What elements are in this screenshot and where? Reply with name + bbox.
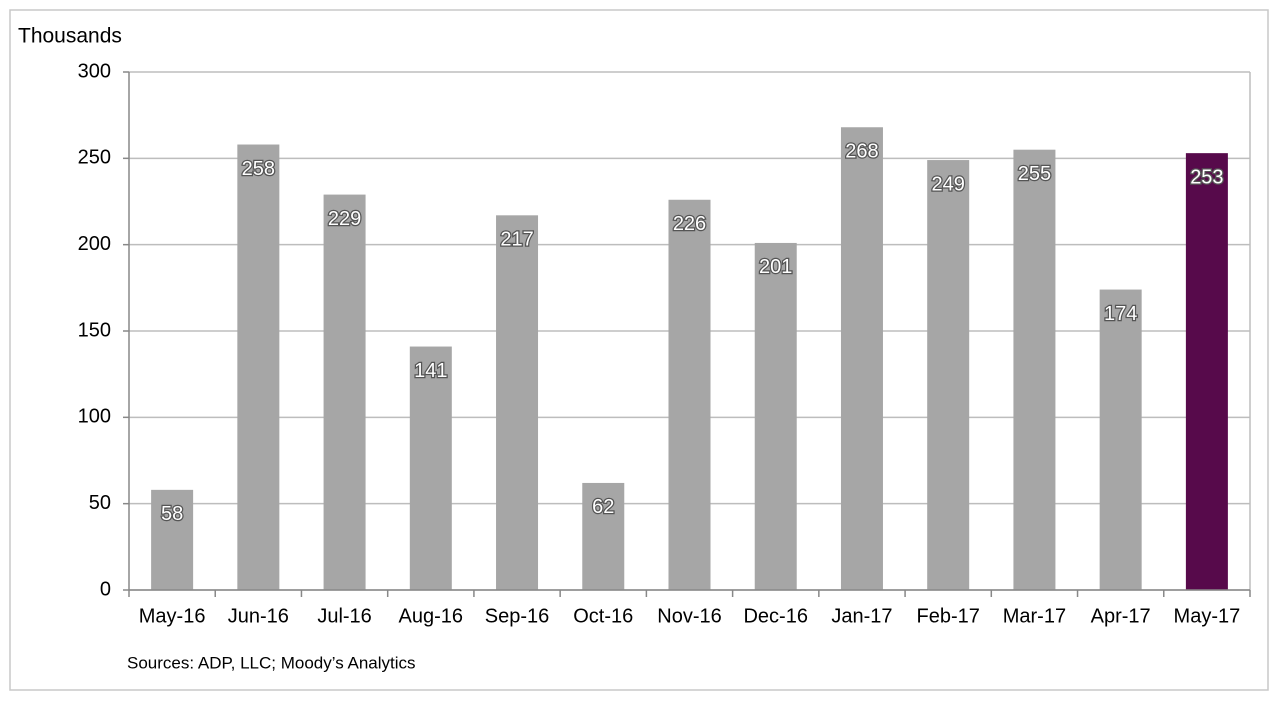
bar [840,127,883,591]
x-tick-label: Sep-16 [485,605,550,627]
x-tick-label: Apr-17 [1091,605,1151,627]
y-tick-label: 200 [78,233,111,255]
bar [237,144,280,590]
y-axis-label: Thousands [18,25,122,48]
x-tick-label: Jul-16 [317,605,371,627]
value-label: 141 [414,360,447,382]
x-tick-label: Dec-16 [743,605,807,627]
bar [1185,153,1228,591]
bar [582,482,625,590]
value-label: 229 [328,208,361,230]
value-label: 174 [1104,303,1137,325]
x-tick-label: Jun-16 [228,605,289,627]
bar [151,489,194,590]
value-label: 58 [161,503,183,525]
x-tick-label: Oct-16 [573,605,633,627]
bar [1013,149,1056,590]
chart-frame [9,9,1269,691]
y-tick-label: 300 [78,60,111,82]
bar [668,199,711,591]
x-tick-label: Jan-17 [831,605,892,627]
y-tick-label: 150 [78,319,111,341]
bar [496,215,539,590]
value-label: 217 [500,229,533,251]
value-label: 62 [592,496,614,518]
value-label: 253 [1190,166,1223,188]
x-tick-label: May-16 [139,605,206,627]
value-label: 258 [242,158,275,180]
value-label: 226 [673,213,706,235]
y-tick-label: 50 [89,492,111,514]
bar [754,242,797,590]
y-tick-label: 250 [78,147,111,169]
x-tick-label: Aug-16 [399,605,464,627]
x-tick-label: Nov-16 [657,605,721,627]
x-tick-label: May-17 [1174,605,1241,627]
x-tick-label: Feb-17 [917,605,980,627]
value-label: 268 [845,141,878,163]
value-label: 255 [1018,163,1051,185]
bar [927,160,970,590]
value-label: 249 [932,173,965,195]
y-tick-label: 100 [78,406,111,428]
bar [409,346,452,590]
source-note: Sources: ADP, LLC; Moody’s Analytics [127,653,416,672]
y-tick-label: 0 [100,578,111,600]
x-tick-label: Mar-17 [1003,605,1066,627]
bar [1099,289,1142,590]
bar [323,194,366,591]
value-label: 201 [759,256,792,278]
